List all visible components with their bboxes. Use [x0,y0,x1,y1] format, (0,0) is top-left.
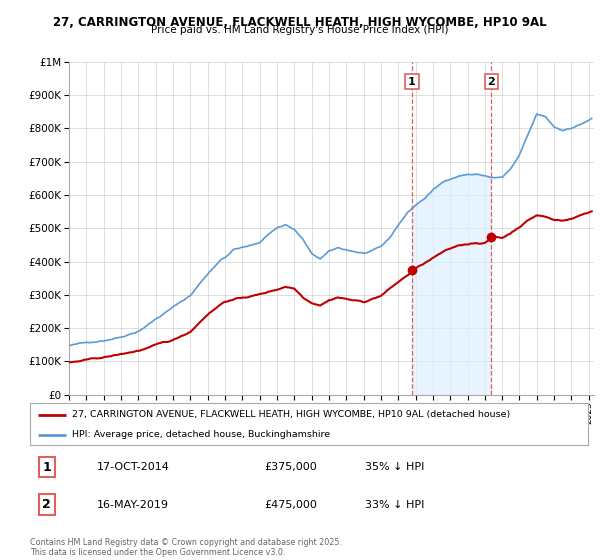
Text: £375,000: £375,000 [265,462,317,472]
Text: £475,000: £475,000 [265,500,317,510]
Text: 33% ↓ HPI: 33% ↓ HPI [365,500,424,510]
Text: Price paid vs. HM Land Registry's House Price Index (HPI): Price paid vs. HM Land Registry's House … [151,25,449,35]
Text: 27, CARRINGTON AVENUE, FLACKWELL HEATH, HIGH WYCOMBE, HP10 9AL (detached house): 27, CARRINGTON AVENUE, FLACKWELL HEATH, … [72,410,510,419]
Text: 35% ↓ HPI: 35% ↓ HPI [365,462,424,472]
Text: 2: 2 [43,498,51,511]
Text: 2: 2 [487,77,495,87]
Text: 27, CARRINGTON AVENUE, FLACKWELL HEATH, HIGH WYCOMBE, HP10 9AL: 27, CARRINGTON AVENUE, FLACKWELL HEATH, … [53,16,547,29]
Text: 17-OCT-2014: 17-OCT-2014 [97,462,170,472]
Text: HPI: Average price, detached house, Buckinghamshire: HPI: Average price, detached house, Buck… [72,430,330,439]
Text: 1: 1 [408,77,416,87]
Text: 16-MAY-2019: 16-MAY-2019 [97,500,169,510]
Text: Contains HM Land Registry data © Crown copyright and database right 2025.
This d: Contains HM Land Registry data © Crown c… [30,538,342,557]
Text: 1: 1 [43,460,51,474]
